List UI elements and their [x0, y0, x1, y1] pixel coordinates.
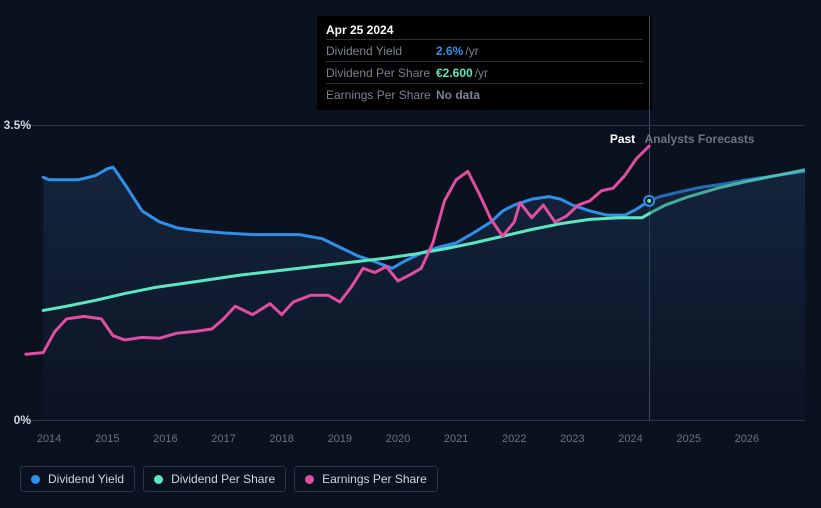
tooltip-row-value: €2.600 — [436, 66, 473, 80]
tooltip-row-unit: /yr — [475, 66, 488, 80]
tooltip-row-label: Dividend Yield — [326, 44, 436, 58]
tooltip-row-label: Dividend Per Share — [326, 66, 436, 80]
legend-label: Dividend Per Share — [171, 472, 275, 486]
x-axis-tick: 2026 — [735, 433, 759, 445]
y-axis-tick: 3.5% — [0, 118, 31, 132]
x-axis-tick: 2023 — [560, 433, 584, 445]
tooltip-row-value: 2.6% — [436, 44, 463, 58]
legend-label: Dividend Yield — [48, 472, 124, 486]
y-axis-tick: 0% — [0, 413, 31, 427]
legend: Dividend Yield Dividend Per Share Earnings… — [20, 466, 438, 492]
chart-area — [20, 125, 805, 420]
tooltip-row-unit: /yr — [465, 44, 478, 58]
x-axis-tick: 2024 — [618, 433, 642, 445]
legend-dot — [305, 475, 314, 484]
x-axis-tick: 2020 — [386, 433, 410, 445]
x-axis-tick: 2017 — [211, 433, 235, 445]
x-axis-tick: 2021 — [444, 433, 468, 445]
legend-item[interactable]: Dividend Yield — [20, 466, 135, 492]
area-fill — [43, 167, 805, 420]
legend-dot — [154, 475, 163, 484]
x-axis-tick: 2019 — [328, 433, 352, 445]
marker-inner — [647, 199, 651, 203]
section-label-forecast: Analysts Forecasts — [645, 132, 755, 146]
tooltip-row-label: Earnings Per Share — [326, 88, 436, 102]
legend-dot — [31, 475, 40, 484]
tooltip-row: Earnings Per ShareNo data — [326, 83, 643, 105]
legend-item[interactable]: Dividend Per Share — [143, 466, 286, 492]
tooltip-row: Dividend Yield2.6% /yr — [326, 39, 643, 61]
legend-item[interactable]: Earnings Per Share — [294, 466, 438, 492]
x-axis-tick: 2016 — [153, 433, 177, 445]
x-axis-tick: 2022 — [502, 433, 526, 445]
chart-bottom-border — [20, 420, 805, 421]
x-axis-tick: 2025 — [676, 433, 700, 445]
x-axis-tick: 2014 — [37, 433, 61, 445]
legend-label: Earnings Per Share — [322, 472, 427, 486]
tooltip-date: Apr 25 2024 — [326, 23, 643, 39]
section-label-past: Past — [610, 132, 635, 146]
tooltip-box: Apr 25 2024 Dividend Yield2.6% /yrDivide… — [317, 16, 652, 110]
x-axis-tick: 2015 — [95, 433, 119, 445]
x-axis-tick: 2018 — [269, 433, 293, 445]
chart-svg — [20, 125, 805, 420]
tooltip-row-value: No data — [436, 88, 480, 102]
tooltip-row: Dividend Per Share€2.600 /yr — [326, 61, 643, 83]
